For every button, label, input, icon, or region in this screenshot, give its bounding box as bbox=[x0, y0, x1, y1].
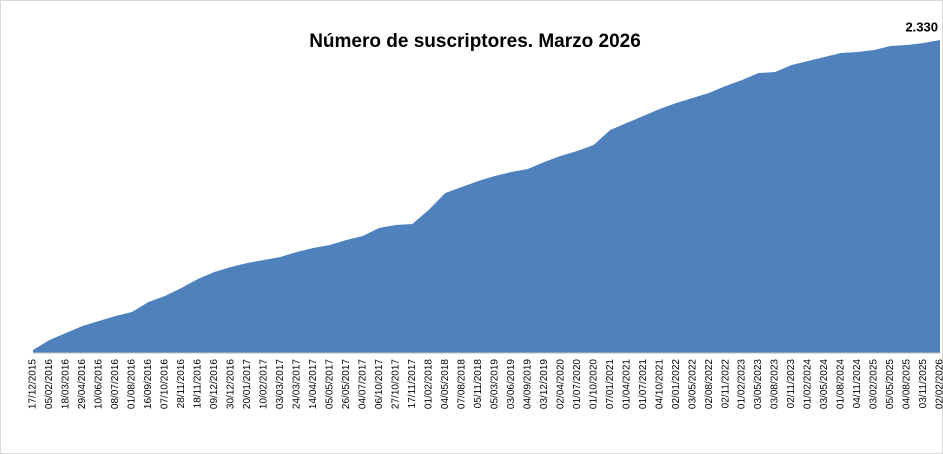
x-tick-label: 10/06/2016 bbox=[94, 359, 105, 409]
x-tick-label: 07/10/2016 bbox=[160, 359, 171, 409]
x-tick-label: 04/07/2017 bbox=[357, 359, 368, 409]
x-tick-label: 04/11/2024 bbox=[852, 359, 863, 409]
x-tick-label: 02/11/2023 bbox=[786, 359, 797, 409]
data-label: 2.330 bbox=[905, 19, 938, 34]
x-tick-label: 29/04/2016 bbox=[77, 359, 88, 409]
x-tick-label: 04/10/2021 bbox=[654, 359, 665, 409]
x-tick-label: 20/01/2017 bbox=[242, 359, 253, 409]
x-tick-label: 27/10/2017 bbox=[390, 359, 401, 409]
x-tick-label: 05/02/2016 bbox=[44, 359, 55, 409]
x-tick-label: 17/11/2017 bbox=[407, 359, 418, 409]
x-tick-label: 18/11/2016 bbox=[193, 359, 204, 409]
x-tick-label: 03/05/2022 bbox=[687, 359, 698, 409]
x-tick-label: 01/04/2021 bbox=[621, 359, 632, 409]
x-tick-label: 03/06/2019 bbox=[506, 359, 517, 409]
x-tick-label: 01/07/2020 bbox=[572, 359, 583, 409]
x-tick-label: 01/08/2016 bbox=[127, 359, 138, 409]
x-tick-label: 04/05/2018 bbox=[440, 359, 451, 409]
x-tick-label: 03/11/2025 bbox=[918, 359, 929, 409]
x-tick-label: 01/02/2024 bbox=[803, 359, 814, 409]
x-tick-label: 01/07/2021 bbox=[638, 359, 649, 409]
x-tick-label: 26/05/2017 bbox=[341, 359, 352, 409]
x-tick-label: 03/08/2023 bbox=[770, 359, 781, 409]
x-tick-label: 02/02/2026 bbox=[935, 359, 943, 409]
x-tick-label: 02/04/2020 bbox=[555, 359, 566, 409]
x-tick-label: 04/09/2019 bbox=[522, 359, 533, 409]
x-tick-label: 30/12/2016 bbox=[226, 359, 237, 409]
x-tick-label: 03/05/2024 bbox=[819, 359, 830, 409]
x-tick-label: 16/09/2016 bbox=[143, 359, 154, 409]
x-tick-label: 01/02/2018 bbox=[423, 359, 434, 409]
x-tick-label: 01/02/2023 bbox=[737, 359, 748, 409]
x-tick-label: 09/12/2016 bbox=[209, 359, 220, 409]
x-tick-label: 03/12/2019 bbox=[539, 359, 550, 409]
area bbox=[33, 40, 940, 353]
x-tick-label: 04/08/2025 bbox=[902, 359, 913, 409]
x-tick-label: 05/05/2017 bbox=[324, 359, 335, 409]
x-tick-label: 02/11/2022 bbox=[720, 359, 731, 409]
x-tick-label: 03/02/2025 bbox=[869, 359, 880, 409]
x-tick-label: 01/10/2020 bbox=[588, 359, 599, 409]
x-tick-label: 05/05/2025 bbox=[885, 359, 896, 409]
x-tick-label: 18/03/2016 bbox=[61, 359, 72, 409]
x-tick-label: 05/11/2018 bbox=[473, 359, 484, 409]
x-tick-label: 24/03/2017 bbox=[291, 359, 302, 409]
x-tick-label: 05/03/2019 bbox=[489, 359, 500, 409]
x-tick-label: 02/08/2022 bbox=[704, 359, 715, 409]
x-tick-label: 03/05/2023 bbox=[753, 359, 764, 409]
x-tick-label: 01/08/2024 bbox=[836, 359, 847, 409]
x-tick-label: 17/12/2015 bbox=[28, 359, 39, 409]
x-tick-label: 06/10/2017 bbox=[374, 359, 385, 409]
x-tick-label: 14/04/2017 bbox=[308, 359, 319, 409]
x-tick-label: 28/11/2016 bbox=[176, 359, 187, 409]
x-tick-label: 02/01/2022 bbox=[671, 359, 682, 409]
x-tick-label: 07/08/2018 bbox=[456, 359, 467, 409]
x-tick-label: 10/02/2017 bbox=[259, 359, 270, 409]
x-tick-label: 03/03/2017 bbox=[275, 359, 286, 409]
x-tick-label: 08/07/2016 bbox=[110, 359, 121, 409]
chart-title: Número de suscriptores. Marzo 2026 bbox=[309, 31, 641, 52]
x-tick-label: 07/01/2021 bbox=[605, 359, 616, 409]
